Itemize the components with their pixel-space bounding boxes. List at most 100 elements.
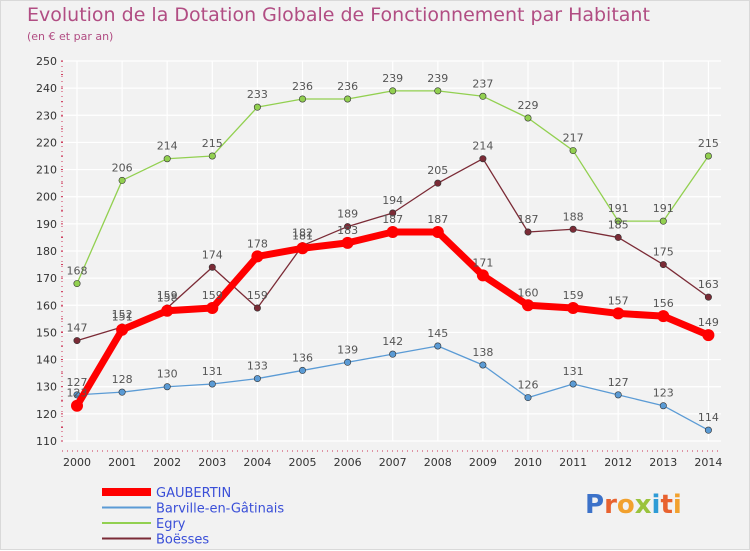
data-point	[614, 391, 622, 399]
data-label: 142	[382, 335, 403, 348]
data-label: 214	[157, 140, 178, 153]
data-point	[73, 280, 81, 288]
data-label: 159	[157, 289, 178, 302]
proxiti-logo: Proxiti	[585, 490, 682, 520]
data-label: 236	[292, 80, 313, 93]
chart-title: Evolution de la Dotation Globale de Fonc…	[27, 4, 650, 26]
x-tick-label: 2008	[424, 456, 452, 469]
x-tick-label: 2006	[334, 456, 362, 469]
x-tick-label: 2003	[198, 456, 226, 469]
data-point	[657, 310, 670, 323]
legend-label: Barville-en-Gâtinais	[156, 502, 284, 517]
x-tick-label: 2014	[694, 456, 722, 469]
data-point	[344, 223, 352, 231]
data-label: 233	[247, 88, 268, 101]
data-point	[389, 209, 397, 217]
data-label: 171	[472, 256, 493, 269]
data-point	[344, 358, 352, 366]
x-tick-label: 2004	[243, 456, 271, 469]
legend-label: GAUBERTIN	[156, 486, 231, 501]
data-point	[612, 307, 625, 320]
data-point	[659, 217, 667, 225]
data-label: 187	[518, 213, 539, 226]
data-label: 182	[292, 227, 313, 240]
data-label: 151	[112, 311, 133, 324]
data-label: 130	[157, 368, 178, 381]
data-point	[569, 147, 577, 155]
data-label: 131	[563, 365, 584, 378]
data-label: 237	[472, 77, 493, 90]
data-label: 239	[382, 72, 403, 85]
data-point	[704, 152, 712, 160]
data-label: 178	[247, 237, 268, 250]
data-point	[614, 217, 622, 225]
data-label: 136	[292, 351, 313, 364]
y-tick-label: 230	[36, 109, 57, 122]
data-label: 159	[202, 289, 223, 302]
data-point	[118, 388, 126, 396]
y-tick-label: 190	[36, 218, 57, 231]
data-label: 217	[563, 132, 584, 145]
x-tick-label: 2013	[649, 456, 677, 469]
data-point	[389, 350, 397, 358]
data-label: 147	[67, 322, 88, 335]
data-point	[208, 263, 216, 271]
data-point	[524, 228, 532, 236]
x-tick-label: 2012	[604, 456, 632, 469]
data-label: 131	[202, 365, 223, 378]
data-label: 123	[653, 387, 674, 400]
data-label: 127	[67, 376, 88, 389]
data-label: 215	[202, 137, 223, 150]
data-point	[253, 375, 261, 383]
data-label: 183	[337, 224, 358, 237]
data-point	[163, 383, 171, 391]
x-tick-label: 2007	[379, 456, 407, 469]
data-point	[569, 380, 577, 388]
data-point	[298, 366, 306, 374]
data-point	[479, 92, 487, 100]
data-point	[524, 114, 532, 122]
y-tick-label: 210	[36, 164, 57, 177]
data-point	[389, 87, 397, 95]
data-label: 214	[472, 140, 493, 153]
data-point	[524, 394, 532, 402]
legend-label: Boësses	[156, 533, 209, 548]
data-point	[704, 293, 712, 301]
data-label: 185	[608, 218, 629, 231]
y-tick-label: 110	[36, 435, 57, 448]
data-label: 174	[202, 248, 223, 261]
chart-subtitle: (en € et par an)	[27, 30, 114, 43]
data-label: 163	[698, 278, 719, 291]
data-point	[704, 426, 712, 434]
data-label: 188	[563, 210, 584, 223]
data-point	[344, 95, 352, 103]
data-label: 149	[698, 316, 719, 329]
data-point	[434, 179, 442, 187]
data-point	[386, 226, 399, 238]
data-label: 159	[247, 289, 268, 302]
data-label: 160	[518, 286, 539, 299]
data-label: 114	[698, 411, 719, 424]
data-point	[476, 269, 489, 282]
data-label: 206	[112, 161, 133, 174]
data-point	[434, 342, 442, 350]
y-tick-label: 130	[36, 381, 57, 394]
data-point	[161, 304, 174, 317]
data-label: 126	[518, 379, 539, 392]
data-point	[296, 242, 309, 255]
y-tick-label: 150	[36, 326, 57, 339]
legend-label: Egry	[156, 517, 186, 532]
data-point	[659, 402, 667, 410]
data-label: 239	[427, 72, 448, 85]
y-tick-label: 220	[36, 136, 57, 149]
data-label: 138	[472, 346, 493, 359]
data-label: 123	[67, 387, 88, 400]
data-label: 215	[698, 137, 719, 150]
data-point	[569, 225, 577, 233]
x-tick-label: 2001	[108, 456, 136, 469]
y-tick-label: 240	[36, 82, 57, 95]
data-point	[253, 304, 261, 312]
data-label: 194	[382, 194, 403, 207]
data-label: 175	[653, 246, 674, 259]
